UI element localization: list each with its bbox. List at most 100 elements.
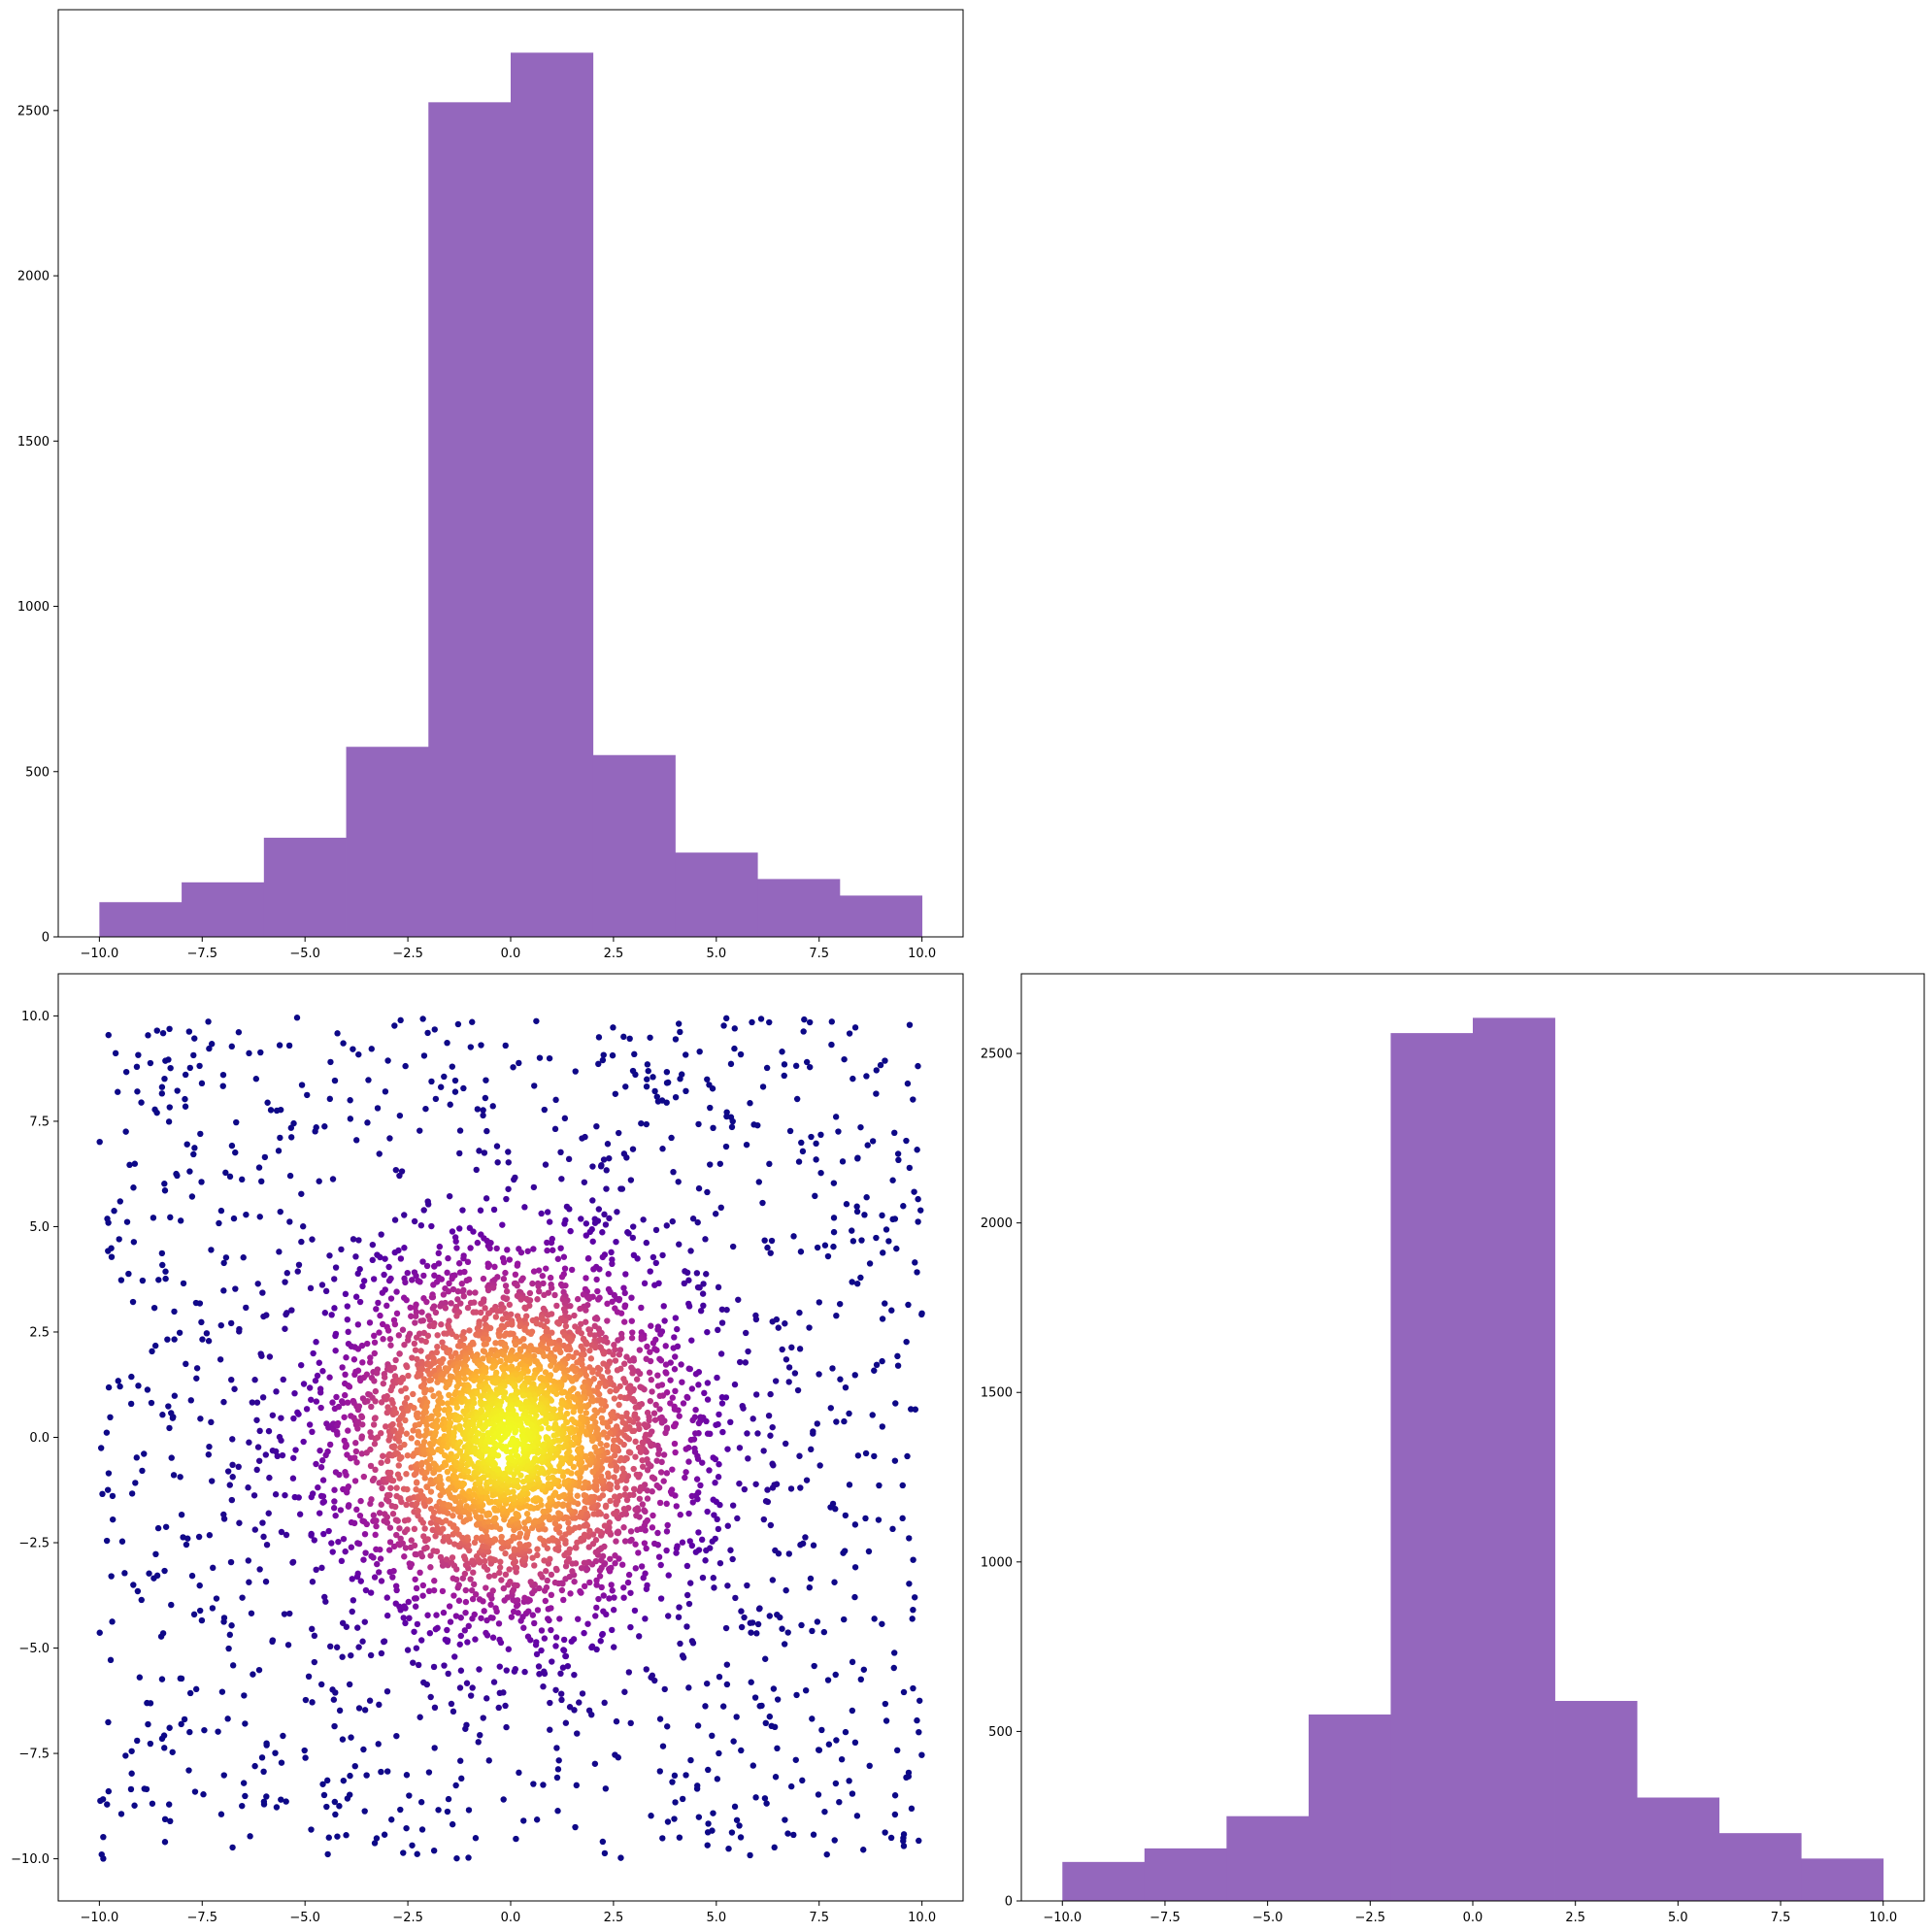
joint-scatter-point [413,1313,419,1319]
joint-scatter-point [309,1428,316,1436]
joint-scatter-point [521,1668,528,1676]
joint-scatter-point [490,1479,498,1485]
joint-scatter-point [538,1502,545,1509]
joint-scatter-point [382,1423,389,1430]
joint-scatter-point [772,1774,780,1781]
joint-scatter-point [471,1539,479,1547]
joint-scatter-point [685,1365,692,1372]
joint-scatter-point [342,1371,349,1379]
joint-scatter-point [513,1835,519,1843]
joint-scatter-point [161,1181,168,1187]
joint-scatter-point [316,1447,323,1454]
joint-scatter-point [653,1482,660,1489]
joint-scatter-point [763,1064,771,1072]
joint-scatter-point [497,1558,504,1565]
joint-scatter-point [281,1611,288,1617]
joint-scatter-point [423,1403,430,1410]
joint-scatter-point [440,1291,448,1298]
joint-scatter-point [337,1507,345,1514]
joint-scatter-point [614,1309,621,1316]
joint-scatter-point [572,1823,579,1831]
joint-scatter-point [437,1394,444,1401]
joint-scatter-point [419,1016,426,1022]
joint-scatter-point [906,1164,914,1172]
joint-scatter-point [503,1667,510,1674]
joint-scatter-point [602,1785,610,1792]
joint-scatter-point [728,1829,736,1836]
joint-scatter-point [417,1348,424,1354]
joint-scatter-point [557,1406,564,1413]
joint-scatter-point [381,1374,388,1381]
joint-scatter-point [149,1348,155,1355]
joint-scatter-point [676,1241,683,1248]
joint-scatter-point [614,1529,620,1536]
joint-scatter-point [417,1371,424,1378]
joint-scatter-point [611,1474,617,1481]
joint-scatter-point [463,1680,471,1686]
joint-scatter-point [606,1595,613,1602]
x-histogram-y-tick-label: 1000 [17,600,50,615]
joint-scatter-point [579,1690,586,1697]
joint-scatter-point [440,1525,447,1532]
joint-scatter-point [594,1527,601,1534]
joint-scatter-point [431,1026,438,1033]
joint-scatter-point [530,1268,538,1275]
joint-scatter-point [496,1569,503,1577]
joint-scatter-point [324,1777,331,1784]
joint-scatter-point [500,1584,508,1592]
joint-scatter-point [625,1230,632,1237]
joint-scatter-point [410,1390,416,1398]
joint-scatter-point [425,1587,433,1595]
joint-scatter-point [672,1799,679,1806]
joint-scatter-point [345,1427,351,1434]
joint-scatter-point [233,1118,240,1126]
joint-scatter-point [549,1329,555,1336]
joint-scatter-point [395,1438,403,1445]
joint-scatter-point [396,1525,403,1532]
joint-scatter-point [842,1728,849,1736]
joint-scatter-point [466,1487,473,1495]
joint-scatter-point [562,1652,569,1660]
joint-scatter-point [692,1406,699,1414]
joint-scatter-point [290,1454,297,1461]
joint-scatter-point [165,1801,173,1808]
joint-scatter-point [517,1405,525,1413]
joint-scatter-point [461,1627,469,1634]
joint-scatter-point [462,1609,469,1616]
joint-scatter-point [649,1474,656,1481]
joint-scatter-point [277,1134,283,1142]
joint-scatter-point [409,1842,416,1849]
joint-scatter-point [161,1815,169,1823]
joint-scatter-point [373,1522,380,1530]
joint-scatter-point [591,1444,599,1450]
joint-scatter-point [916,1697,923,1704]
joint-scatter-point [196,1582,203,1589]
joint-scatter-point [747,1851,753,1859]
joint-scatter-point [559,1316,567,1324]
joint-scatter-point [851,1024,859,1031]
joint-scatter-point [630,1485,638,1492]
joint-scatter-point [785,1364,793,1371]
joint-scatter-point [591,1315,599,1322]
joint-scatter-point [679,1539,686,1546]
joint-scatter-point [344,1303,351,1310]
joint-scatter-point [386,1335,394,1343]
joint-scatter-point [317,1464,325,1471]
joint-scatter-point [427,1415,435,1422]
joint-scatter-point [691,1445,698,1452]
joint-scatter-point [347,1097,353,1104]
joint-scatter-point [533,1639,540,1646]
joint-scatter-point [277,1208,283,1216]
joint-scatter-point [651,1416,659,1423]
joint-scatter-point [905,1301,912,1309]
joint-scatter-point [546,1218,553,1225]
joint-scatter-point [257,1049,264,1056]
joint-scatter-point [641,1421,649,1428]
joint-scatter-point [461,1570,469,1578]
joint-scatter-point [456,1641,463,1648]
joint-scatter-point [447,1419,454,1426]
joint-scatter-point [366,1697,374,1704]
joint-scatter-point [364,1340,371,1348]
joint-scatter-point [389,1400,396,1407]
joint-scatter-point [895,1156,902,1164]
